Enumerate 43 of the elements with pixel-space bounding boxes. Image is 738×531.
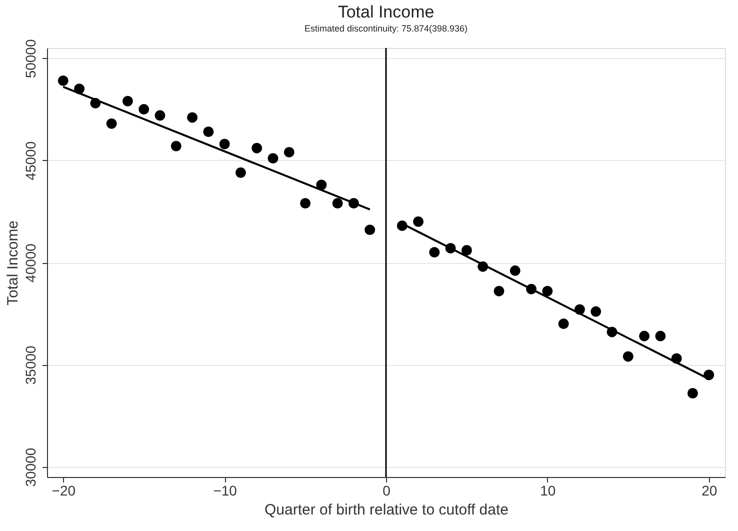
point bbox=[461, 245, 472, 256]
point bbox=[622, 351, 634, 362]
point bbox=[687, 388, 698, 398]
x-axis-title: Quarter of birth relative to cutoff date bbox=[264, 502, 509, 518]
x-tick-label: −10 bbox=[213, 482, 238, 498]
x-tick-label: −20 bbox=[52, 482, 76, 498]
point bbox=[122, 96, 133, 106]
y-tick-label: 30000 bbox=[22, 448, 38, 487]
y-tick-label: 35000 bbox=[22, 345, 38, 385]
point bbox=[235, 167, 246, 178]
point bbox=[106, 118, 117, 129]
point bbox=[219, 138, 230, 150]
chart-subtitle: Estimated discontinuity: 75.874(398.936) bbox=[304, 24, 468, 34]
point bbox=[494, 286, 504, 296]
x-tick-label: 0 bbox=[382, 482, 391, 498]
point bbox=[138, 104, 150, 115]
point bbox=[300, 198, 311, 208]
point bbox=[364, 224, 376, 236]
x-tick-label: 20 bbox=[702, 482, 718, 498]
point bbox=[187, 112, 198, 123]
x-tick-label: 10 bbox=[540, 482, 556, 498]
point bbox=[332, 198, 343, 208]
point bbox=[58, 75, 68, 86]
point bbox=[413, 216, 424, 227]
point bbox=[284, 146, 294, 158]
point bbox=[316, 180, 327, 190]
point bbox=[590, 306, 602, 317]
point bbox=[252, 142, 262, 154]
point bbox=[170, 140, 182, 152]
y-tick-label: 45000 bbox=[22, 141, 38, 180]
y-tick-label: 50000 bbox=[22, 39, 38, 78]
y-axis-title: Total Income bbox=[4, 220, 22, 306]
point bbox=[154, 110, 166, 121]
point bbox=[268, 153, 278, 164]
point bbox=[639, 330, 650, 342]
point bbox=[429, 247, 440, 258]
point bbox=[510, 265, 520, 276]
point bbox=[655, 330, 666, 342]
point bbox=[542, 286, 553, 296]
point bbox=[558, 318, 569, 330]
y-tick-label: 40000 bbox=[22, 243, 38, 282]
chart-title: Total Income bbox=[338, 2, 434, 22]
point bbox=[203, 126, 214, 137]
